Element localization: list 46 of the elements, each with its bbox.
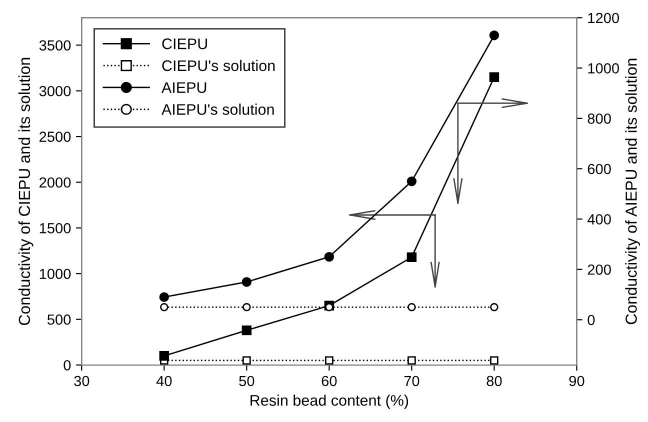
y2-tick-label: 200 <box>588 264 611 275</box>
point <box>324 252 334 262</box>
y-tick-label: 2000 <box>40 177 71 188</box>
point <box>325 356 334 365</box>
point <box>490 356 498 365</box>
point <box>159 292 170 302</box>
y-tick-label: 3000 <box>39 86 71 96</box>
x-axis-title: Resin bead content (%) <box>250 394 408 409</box>
y2-tick-label: 0 <box>588 314 595 326</box>
y-tick-label: 1000 <box>40 268 71 280</box>
point <box>159 351 170 361</box>
point <box>242 356 251 365</box>
point <box>242 325 252 336</box>
point <box>489 72 500 82</box>
point <box>160 302 168 312</box>
point <box>408 356 416 365</box>
y-tick-label: 2500 <box>40 132 71 142</box>
legend-label: CIEPU's solution <box>162 60 275 72</box>
y-axis-title: Conductivity of CIEPU and its solution <box>18 58 34 326</box>
point <box>490 302 498 312</box>
x-tick-label: 50 <box>239 376 254 386</box>
point <box>406 176 417 186</box>
legend-label: AIEPU's solution <box>161 104 274 115</box>
y-tick-label: 0 <box>64 360 71 370</box>
y-tick-label: 1500 <box>40 223 71 234</box>
y2-tick-label: 800 <box>588 113 611 124</box>
legend-label: AIEPU <box>161 82 206 93</box>
y2-tick-label: 400 <box>587 214 611 224</box>
point <box>242 277 252 287</box>
x-tick-label: 70 <box>404 376 420 386</box>
y-tick-label: 3500 <box>39 40 71 51</box>
y-tick-label: 500 <box>47 314 71 325</box>
x-tick-label: 30 <box>74 376 90 386</box>
y2-tick-label: 1200 <box>588 12 620 24</box>
y2-tick-label: 1000 <box>588 63 620 74</box>
point <box>489 30 500 40</box>
x-tick-label: 60 <box>322 376 337 386</box>
point <box>406 252 417 262</box>
legend-label: CIEPU <box>162 38 207 50</box>
x-tick-label: 90 <box>569 376 584 386</box>
point <box>242 302 251 312</box>
x-tick-label: 40 <box>156 376 172 386</box>
y2-axis-title: Conductivity of AIEPU and its solution <box>625 58 640 324</box>
x-tick-label: 80 <box>486 376 502 386</box>
point <box>408 302 416 312</box>
y2-tick-label: 600 <box>588 164 611 174</box>
